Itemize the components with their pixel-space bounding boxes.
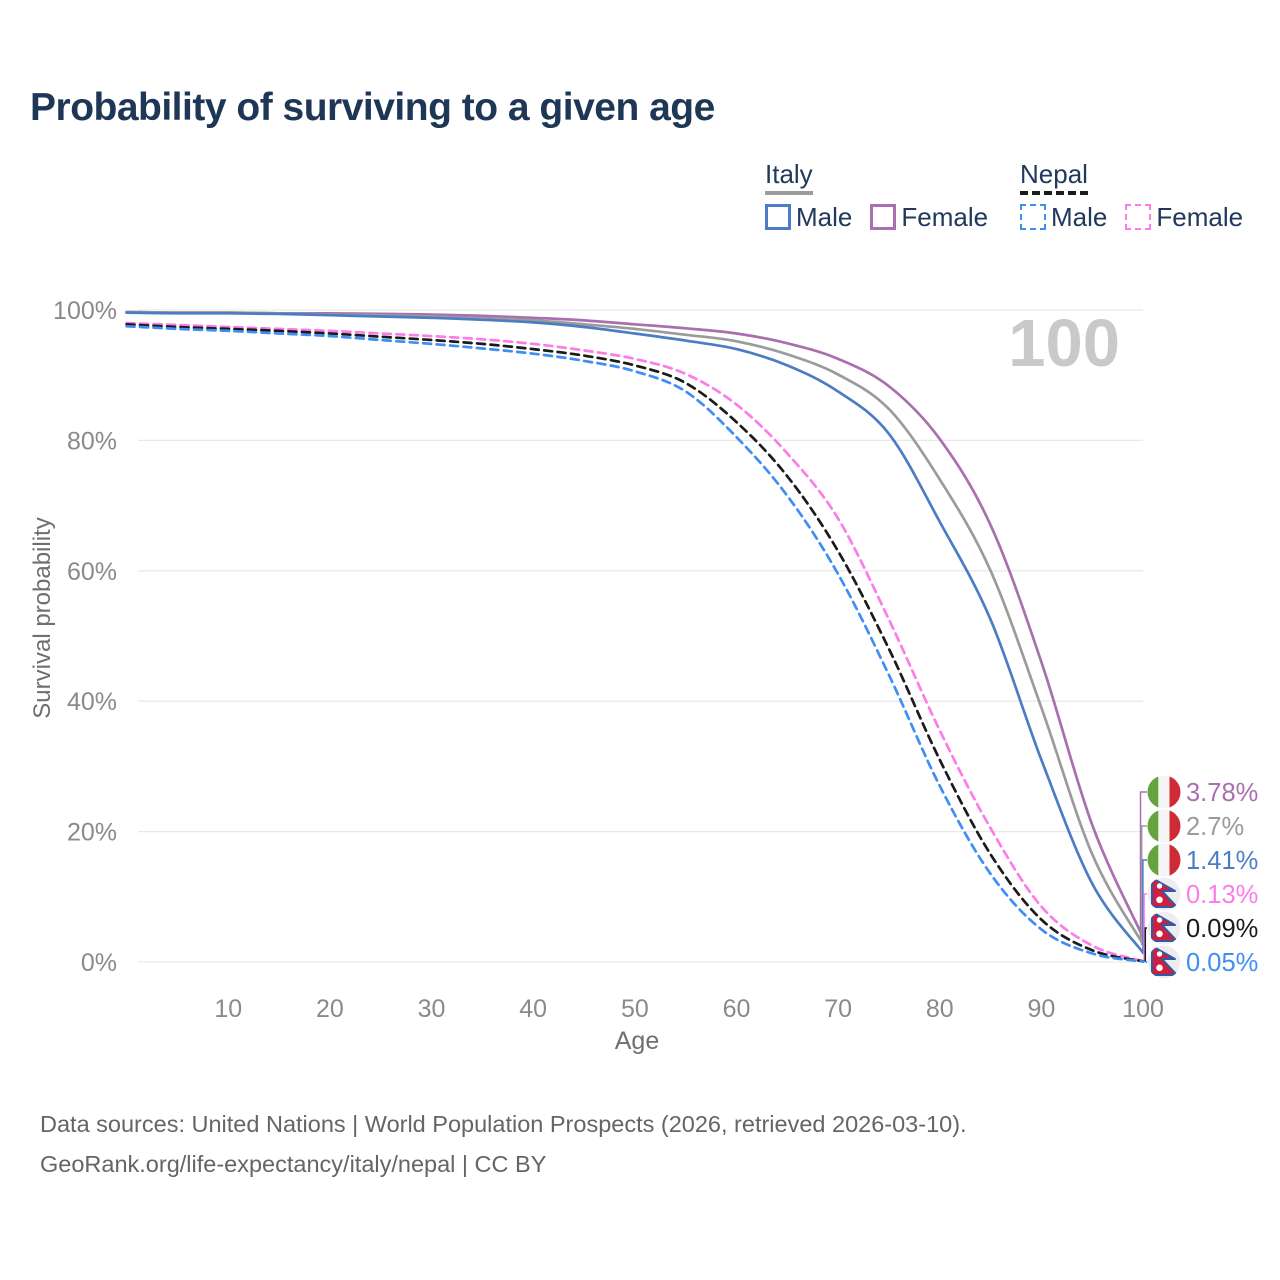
x-tick-label-30: 30 (418, 995, 446, 1023)
legend-item-italy-female[interactable]: Female (870, 204, 988, 230)
legend-swatch-italy-male (765, 204, 791, 230)
end-label-nepal-female-female: 0.13% (1186, 881, 1258, 909)
italy-flag-icon (1147, 809, 1181, 843)
x-tick-label-70: 70 (824, 995, 852, 1023)
nepal-flag-icon (1147, 945, 1181, 979)
series-line-nepal-male-male (125, 324, 1145, 964)
nepal-flag-icon (1147, 911, 1181, 945)
x-tick-label-10: 10 (214, 995, 242, 1023)
x-tick-label-60: 60 (723, 995, 751, 1023)
x-tick-label-90: 90 (1028, 995, 1056, 1023)
legend-group-nepal: Nepal Male Female (1020, 160, 1261, 230)
footer-data-sources: Data sources: United Nations | World Pop… (40, 1111, 967, 1137)
y-tick-label-40: 40% (67, 688, 117, 716)
y-tick-label-100: 100% (53, 297, 117, 325)
series-line-nepal-both (125, 322, 1145, 963)
legend-swatch-nepal-male (1020, 204, 1046, 230)
series-line-italy-both (125, 310, 1145, 946)
age-watermark: 100 (1008, 306, 1120, 381)
legend-item-italy-male[interactable]: Male (765, 204, 852, 230)
footer-attribution: GeoRank.org/life-expectancy/italy/nepal … (40, 1151, 547, 1177)
y-tick-label-20: 20% (67, 819, 117, 847)
legend-item-nepal-female[interactable]: Female (1125, 204, 1243, 230)
italy-flag-icon (1147, 775, 1181, 809)
legend-swatch-italy-female (870, 204, 897, 230)
series-line-nepal-female-female (125, 321, 1145, 963)
end-label-nepal-both: 0.09% (1186, 915, 1258, 943)
legend-group-title-italy: Italy (765, 160, 813, 195)
legend-group-italy: Italy Male Female (765, 160, 1006, 230)
legend-swatch-nepal-female (1125, 204, 1152, 230)
x-tick-label-100: 100 (1122, 995, 1164, 1023)
y-tick-label-0: 0% (81, 949, 117, 977)
legend-label-nepal-female: Female (1156, 202, 1244, 232)
x-axis-title: Age (615, 1027, 659, 1055)
series-line-italy-female-female (125, 310, 1145, 939)
end-label-italy-male-male: 1.41% (1186, 847, 1258, 875)
end-label-italy-both: 2.7% (1186, 813, 1244, 841)
series-line-italy-male-male (125, 311, 1145, 955)
legend-item-nepal-male[interactable]: Male (1020, 204, 1107, 230)
legend-label-italy-male: Male (796, 202, 853, 232)
x-tick-label-20: 20 (316, 995, 344, 1023)
page-title: Probability of surviving to a given age (30, 86, 715, 129)
footer: Data sources: United Nations | World Pop… (40, 1104, 967, 1184)
legend-group-title-nepal: Nepal (1020, 160, 1088, 195)
y-axis-title: Survival probability (29, 517, 56, 718)
y-tick-label-60: 60% (67, 558, 117, 586)
x-tick-label-80: 80 (926, 995, 954, 1023)
x-tick-label-50: 50 (621, 995, 649, 1023)
nepal-flag-icon (1147, 877, 1181, 911)
end-label-italy-female-female: 3.78% (1186, 779, 1258, 807)
x-tick-label-40: 40 (519, 995, 547, 1023)
legend-label-nepal-male: Male (1051, 202, 1108, 232)
y-tick-label-80: 80% (67, 427, 117, 455)
italy-flag-icon (1147, 843, 1181, 877)
end-label-nepal-male-male: 0.05% (1186, 949, 1258, 977)
legend-label-italy-female: Female (901, 202, 989, 232)
